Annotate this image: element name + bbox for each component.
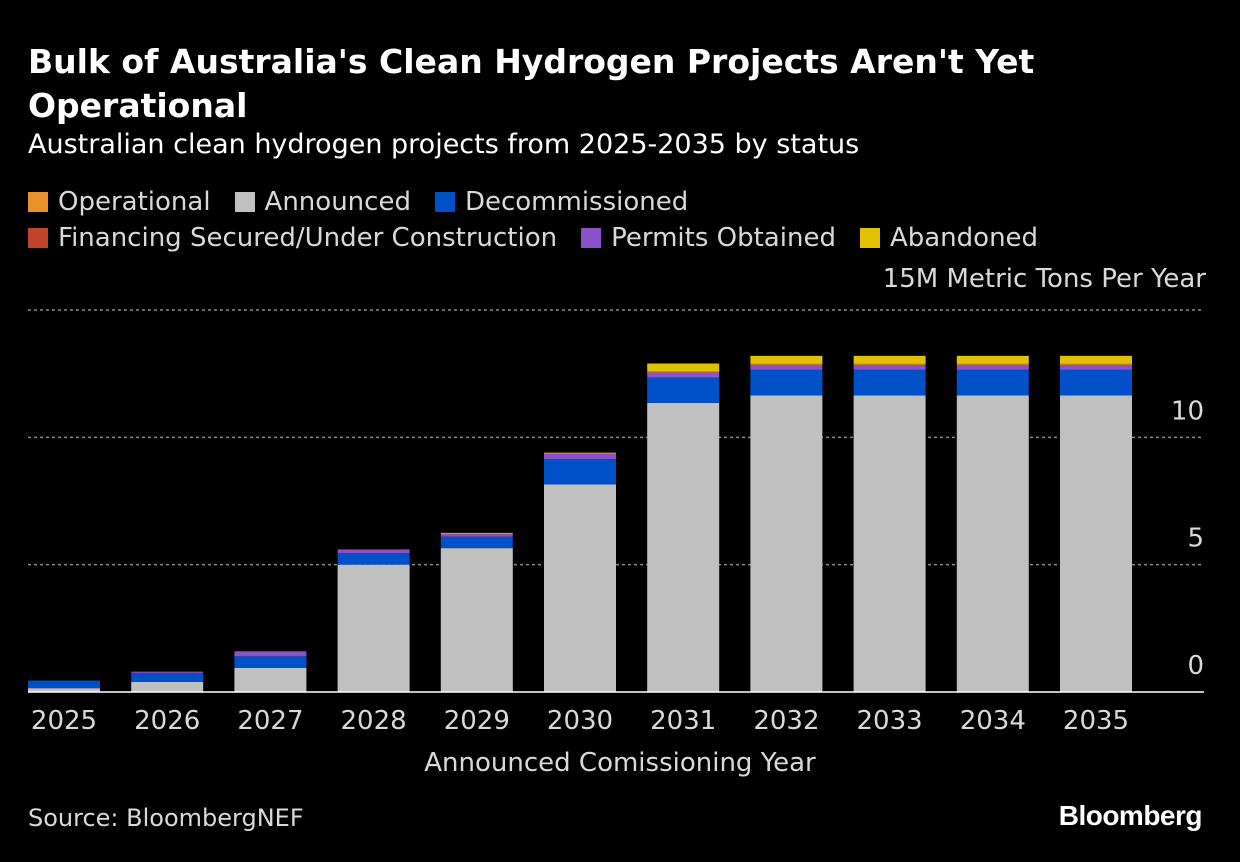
legend-swatch-operational <box>28 192 48 212</box>
x-tick-label: 2033 <box>857 706 923 736</box>
x-tick-label: 2030 <box>547 706 613 736</box>
x-axis-title: Announced Comissioning Year <box>424 748 816 778</box>
bar-segment-permits-obtained-2032 <box>750 364 823 370</box>
legend-swatch-decommissioned <box>434 192 455 212</box>
x-tick-label: 2029 <box>444 706 510 736</box>
chart-title: Bulk of Australia's Clean Hydrogen Proje… <box>28 42 1035 125</box>
bar-segment-announced-2033 <box>853 395 926 692</box>
legend-swatch-abandoned <box>859 228 880 248</box>
bar-segment-permits-obtained-2033 <box>853 364 926 370</box>
bar-segment-abandoned-2035 <box>1060 355 1132 364</box>
x-tick-label: 2034 <box>960 706 1026 736</box>
y-axis-unit-label: 15M Metric Tons Per Year <box>882 264 1206 294</box>
legend-label-permits: Permits Obtained <box>611 223 836 253</box>
bar-segment-operational-2033 <box>853 363 926 365</box>
bar-segment-announced-2029 <box>440 548 513 692</box>
x-tick-label: 2028 <box>341 706 407 736</box>
bar-segment-decommissioned-2035 <box>1060 369 1132 396</box>
bar-segment-abandoned-2031 <box>647 363 720 372</box>
bar-segment-permits-obtained-2035 <box>1060 364 1132 370</box>
y-tick-label: 5 <box>1187 524 1204 554</box>
bar-segment-announced-2035 <box>1060 395 1132 692</box>
bar-segment-permits-obtained-2028 <box>337 549 410 554</box>
legend-item-abandoned: Abandoned <box>859 223 1039 253</box>
bar-segment-decommissioned-2027 <box>234 656 307 668</box>
bar-segment-decommissioned-2025 <box>28 680 100 689</box>
x-tick-label: 2026 <box>134 706 200 736</box>
x-tick-label: 2032 <box>753 706 819 736</box>
source-note: Source: BloombergNEF <box>28 804 304 832</box>
bar-segment-abandoned-2033 <box>853 355 926 364</box>
bar-segment-operational-2030 <box>544 452 616 454</box>
y-tick-label: 10 <box>1171 396 1204 426</box>
legend-row: Operational Announced Decommissioned <box>28 184 1208 220</box>
bloomberg-logo: Bloomberg <box>1058 800 1203 831</box>
legend-item-decommissioned: Decommissioned <box>434 187 689 217</box>
bar-segment-announced-2028 <box>337 564 410 692</box>
legend: Operational Announced Decommissioned Fin… <box>28 184 1208 256</box>
bar-segment-announced-2030 <box>544 484 616 692</box>
bar-segment-announced-2026 <box>131 681 204 692</box>
bar-segment-operational-2034 <box>956 363 1029 365</box>
legend-swatch-announced <box>234 192 255 212</box>
bar-segment-announced-2032 <box>750 395 823 692</box>
y-tick-label: 0 <box>1187 651 1204 681</box>
bar-segment-announced-2025 <box>28 688 100 692</box>
legend-label-announced: Announced <box>264 187 411 217</box>
bar-segment-permits-obtained-2031 <box>647 372 720 378</box>
legend-item-operational: Operational <box>28 187 211 217</box>
bar-segment-decommissioned-2026 <box>131 672 204 682</box>
bar-segment-decommissioned-2030 <box>544 458 616 485</box>
bar-segment-announced-2031 <box>647 402 720 692</box>
bar-segment-decommissioned-2032 <box>750 369 823 396</box>
bar-segment-abandoned-2034 <box>956 355 1029 364</box>
legend-label-decommissioned: Decommissioned <box>464 187 689 217</box>
bar-segment-decommissioned-2029 <box>440 536 513 549</box>
legend-row: Financing Secured/Under Construction Per… <box>28 220 1208 256</box>
legend-item-announced: Announced <box>234 187 411 217</box>
x-tick-label: 2027 <box>237 706 303 736</box>
bar-segment-abandoned-2032 <box>750 355 823 364</box>
bar-segment-operational-2032 <box>750 363 823 365</box>
bar-segment-decommissioned-2028 <box>337 553 410 565</box>
legend-item-financing: Financing Secured/Under Construction <box>28 223 557 253</box>
legend-label-operational: Operational <box>58 187 211 217</box>
legend-swatch-permits <box>581 228 602 248</box>
legend-label-financing: Financing Secured/Under Construction <box>58 223 558 253</box>
bar-segment-operational-2031 <box>647 371 720 373</box>
bar-segment-decommissioned-2031 <box>647 377 720 403</box>
x-tick-label: 2035 <box>1063 706 1129 736</box>
bar-segment-permits-obtained-2034 <box>956 364 1029 370</box>
bar-segment-operational-2035 <box>1060 363 1132 365</box>
x-tick-label: 2025 <box>31 706 97 736</box>
bar-segment-announced-2027 <box>234 667 307 692</box>
bar-segment-permits-obtained-2026 <box>131 671 204 673</box>
bar-segment-decommissioned-2034 <box>956 369 1029 396</box>
legend-item-permits: Permits Obtained <box>581 223 836 253</box>
bar-segment-announced-2034 <box>956 395 1029 692</box>
bar-segment-decommissioned-2033 <box>853 369 926 396</box>
x-tick-label: 2031 <box>650 706 716 736</box>
legend-swatch-financing <box>28 228 48 248</box>
bar-segment-permits-obtained-2029 <box>440 534 513 537</box>
bar-segment-permits-obtained-2027 <box>234 651 307 657</box>
bar-segment-operational-2029 <box>440 532 513 535</box>
bar-segment-permits-obtained-2030 <box>544 453 616 459</box>
legend-label-abandoned: Abandoned <box>889 223 1039 253</box>
chart-subtitle: Australian clean hydrogen projects from … <box>28 129 860 160</box>
